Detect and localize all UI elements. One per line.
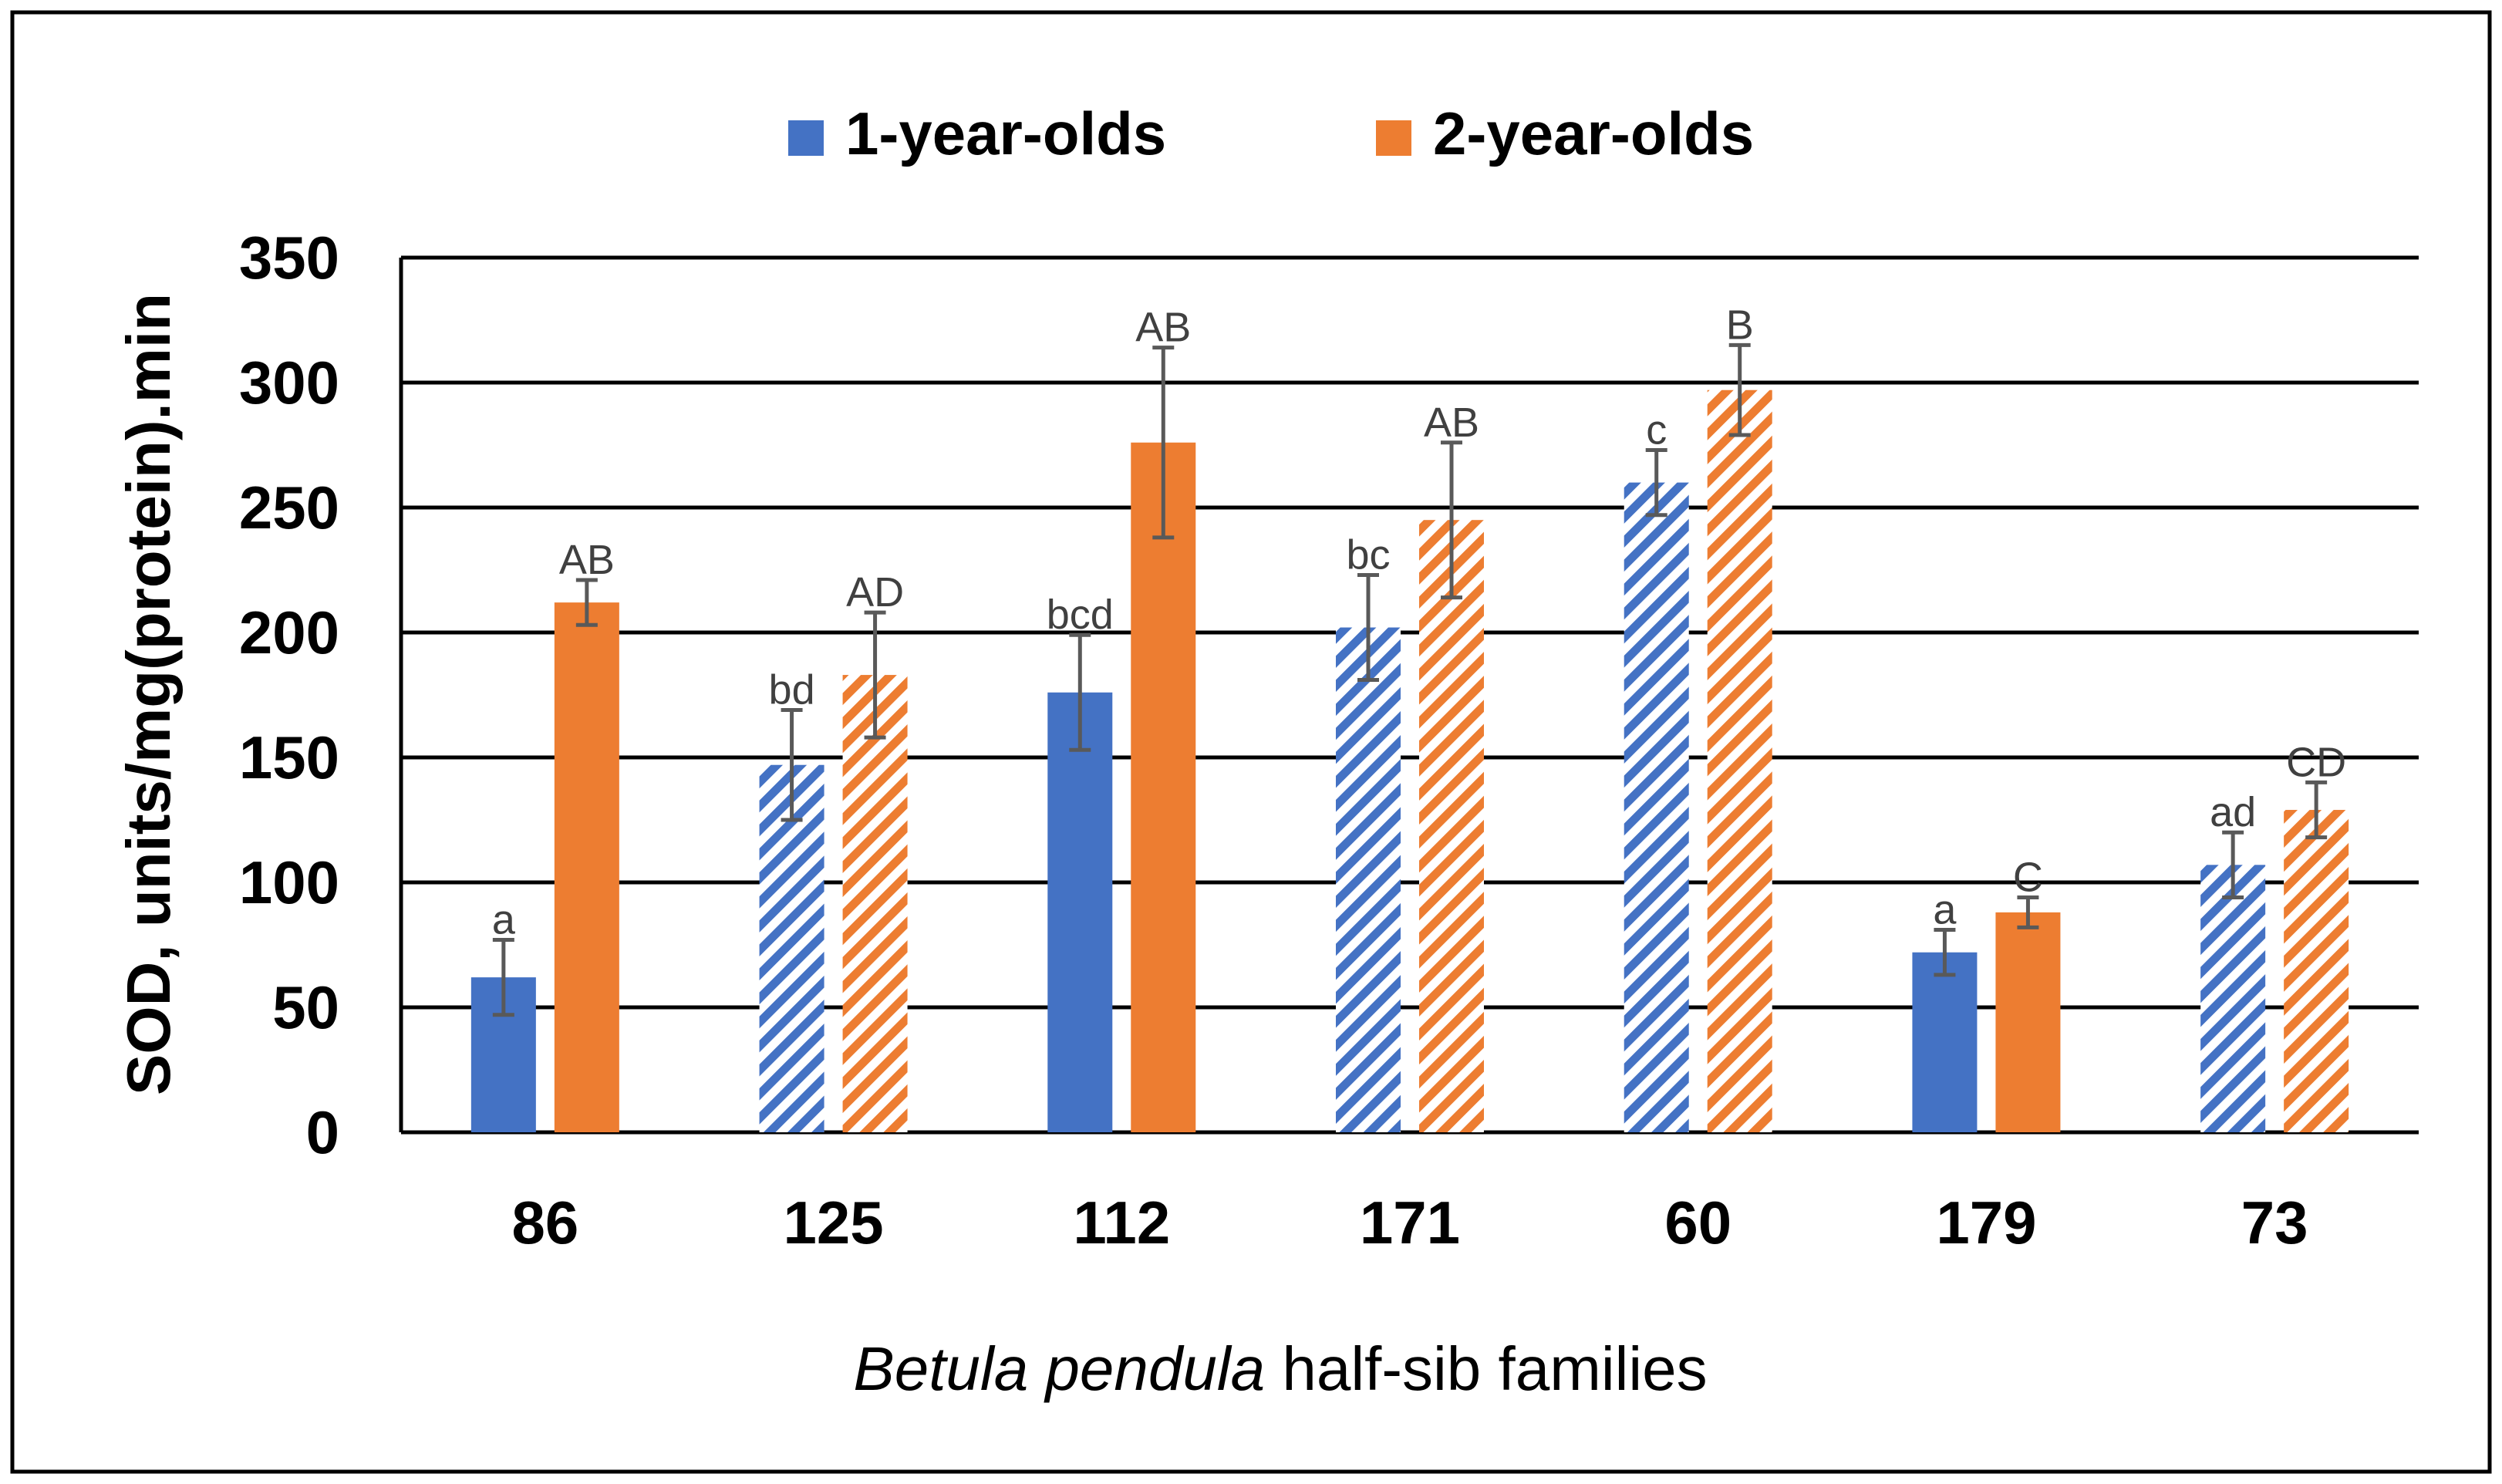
bar-1yr-171 [1336, 627, 1401, 1132]
y-tick-label-350: 350 [239, 224, 339, 292]
y-tick-label-200: 200 [239, 599, 339, 666]
x-tick-label-60: 60 [1664, 1189, 1732, 1256]
bar-2yr-60 [1707, 390, 1772, 1133]
error-bar-2yr-125 [864, 610, 886, 740]
legend-label-2yr: 2-year-olds [1433, 99, 1754, 167]
error-bar-2yr-73 [2305, 780, 2328, 840]
data-label-2yr-60: B [1726, 302, 1754, 348]
bar-2yr-125 [842, 675, 908, 1132]
data-label-2yr-73: CD [2286, 739, 2346, 785]
y-axis-title: SOD, units/mg(protein).min [114, 293, 183, 1095]
data-label-2yr-112: AB [1135, 305, 1191, 351]
y-tick-label-150: 150 [239, 723, 339, 791]
x-tick-label-112: 112 [1073, 1189, 1170, 1256]
bar-1yr-60 [1624, 482, 1689, 1132]
x-axis-title-italic: Betula pendula [853, 1334, 1265, 1403]
y-tick-label-100: 100 [239, 848, 339, 916]
data-label-1yr-112: bcd [1047, 592, 1114, 638]
data-label-1yr-125: bd [769, 666, 815, 713]
data-label-1yr-73: ad [2210, 789, 2256, 835]
data-label-1yr-171: bc [1346, 531, 1390, 578]
y-tick-label-0: 0 [306, 1098, 339, 1166]
error-bar-1yr-112 [1069, 632, 1091, 752]
error-bar-1yr-73 [2222, 830, 2244, 899]
error-bar-2yr-112 [1152, 346, 1175, 540]
bar-2yr-171 [1419, 520, 1484, 1132]
y-tick-label-250: 250 [239, 474, 339, 541]
data-label-1yr-179: a [1933, 887, 1957, 933]
error-bar-1yr-171 [1357, 572, 1379, 683]
error-bar-1yr-86 [492, 938, 514, 1017]
x-tick-label-171: 171 [1360, 1189, 1460, 1256]
x-tick-label-73: 73 [2241, 1189, 2308, 1256]
error-bar-2yr-171 [1441, 440, 1462, 600]
data-label-2yr-86: AB [559, 537, 615, 583]
y-tick-label-50: 50 [272, 973, 339, 1041]
bar-2yr-112 [1131, 442, 1196, 1132]
data-label-2yr-179: C [2013, 854, 2043, 900]
bar-1yr-112 [1047, 692, 1113, 1132]
x-axis-title: Betula pendula half-sib families [853, 1334, 1707, 1403]
data-label-2yr-171: AB [1424, 400, 1479, 446]
bar-1yr-125 [759, 764, 824, 1132]
legend-label-1yr: 1-year-olds [845, 99, 1166, 167]
error-bar-2yr-179 [2017, 895, 2039, 929]
x-tick-label-86: 86 [511, 1189, 578, 1256]
error-bar-1yr-60 [1645, 447, 1667, 518]
error-bar-1yr-179 [1934, 928, 1956, 977]
chart-border [10, 10, 2492, 1474]
legend-swatch-1yr [788, 120, 824, 156]
legend-swatch-2yr [1376, 120, 1411, 156]
bar-1yr-73 [2200, 865, 2266, 1132]
x-axis-title-rest: half-sib families [1265, 1334, 1708, 1403]
y-tick-label-300: 300 [239, 349, 339, 417]
error-bar-2yr-60 [1728, 342, 1751, 437]
error-bar-2yr-86 [575, 578, 598, 627]
bar-2yr-73 [2284, 810, 2349, 1132]
bar-2yr-179 [1995, 912, 2061, 1132]
x-tick-label-179: 179 [1936, 1189, 2036, 1256]
data-label-1yr-60: c [1646, 406, 1667, 453]
data-label-1yr-86: a [492, 897, 516, 943]
bar-2yr-86 [554, 602, 619, 1132]
bar-1yr-179 [1912, 952, 1978, 1132]
x-tick-label-125: 125 [784, 1189, 884, 1256]
error-bar-1yr-125 [781, 707, 803, 822]
data-label-2yr-125: AD [846, 569, 904, 616]
